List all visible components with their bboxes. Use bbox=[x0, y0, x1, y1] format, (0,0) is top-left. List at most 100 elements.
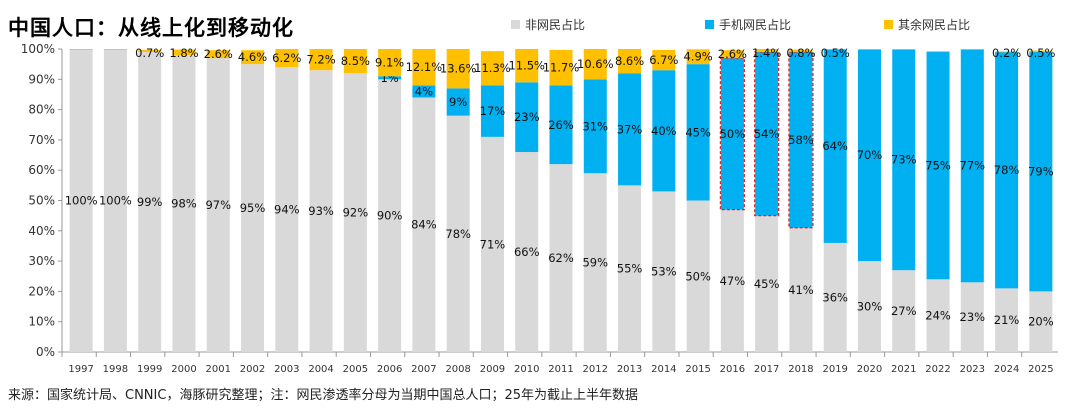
data-label: 17% bbox=[480, 104, 506, 118]
bar-segment-other bbox=[652, 49, 676, 71]
x-tick-label: 2015 bbox=[685, 364, 710, 375]
data-label: 20% bbox=[1028, 315, 1054, 329]
data-label: 78% bbox=[994, 163, 1020, 177]
bar-segment-mobile bbox=[652, 70, 676, 192]
x-tick-label: 2001 bbox=[206, 364, 231, 375]
data-label: 97% bbox=[205, 198, 231, 212]
bar-segment-other bbox=[1029, 50, 1053, 53]
bar-segment-mobile bbox=[857, 49, 881, 262]
bar-segment-other bbox=[995, 51, 1019, 53]
bar-segment-other bbox=[789, 49, 813, 53]
bar-segment-non-netizen bbox=[480, 136, 504, 352]
data-label: 64% bbox=[822, 139, 848, 153]
data-label: 55% bbox=[617, 262, 643, 276]
y-tick-label: 80% bbox=[28, 103, 55, 117]
legend-swatch bbox=[705, 20, 714, 29]
x-tick-label: 2016 bbox=[720, 364, 745, 375]
data-label: 66% bbox=[514, 245, 540, 259]
data-label: 9.1% bbox=[375, 56, 404, 70]
bar-segment-non-netizen bbox=[378, 79, 402, 353]
legend-label: 其余网民占比 bbox=[898, 18, 971, 32]
data-label: 1.4% bbox=[752, 46, 781, 60]
y-tick-label: 0% bbox=[36, 345, 55, 359]
data-label: 11.7% bbox=[543, 61, 580, 75]
chart-title: 中国人口：从线上化到移动化 bbox=[8, 16, 294, 40]
x-tick-label: 2021 bbox=[891, 364, 916, 375]
legend-swatch bbox=[511, 20, 520, 29]
bar-segment-non-netizen bbox=[446, 115, 470, 352]
data-label: 4% bbox=[415, 84, 433, 98]
bar-segment-other bbox=[309, 49, 333, 71]
y-tick-label: 30% bbox=[28, 254, 55, 268]
bar-segment-other bbox=[446, 49, 470, 89]
bar-segment-mobile bbox=[892, 49, 916, 271]
data-label: 92% bbox=[343, 206, 369, 220]
data-label: 0.5% bbox=[1026, 46, 1055, 60]
bar-segment-non-netizen bbox=[720, 209, 744, 352]
bar-segment-non-netizen bbox=[1029, 291, 1053, 352]
data-label: 98% bbox=[171, 197, 197, 211]
data-label: 99% bbox=[137, 195, 163, 209]
data-label: 24% bbox=[925, 309, 951, 323]
x-tick-label: 2007 bbox=[411, 364, 436, 375]
bar-segment-non-netizen bbox=[583, 173, 607, 352]
data-label: 6.2% bbox=[272, 51, 301, 65]
data-label: 90% bbox=[377, 209, 403, 223]
x-tick-label: 2011 bbox=[548, 364, 573, 375]
bar-segment-other bbox=[583, 49, 607, 80]
data-label: 100% bbox=[65, 194, 98, 208]
x-tick-label: 2025 bbox=[1028, 364, 1053, 375]
data-label: 6.7% bbox=[649, 53, 678, 67]
data-label: 70% bbox=[857, 148, 883, 162]
data-label: 8.6% bbox=[615, 54, 644, 68]
data-label: 2.6% bbox=[204, 47, 233, 61]
bar-segment-mobile bbox=[1029, 52, 1053, 292]
data-label: 0.5% bbox=[821, 46, 850, 60]
legend-item-mobile-netizen: 手机网民占比 bbox=[705, 16, 791, 33]
bar-segment-other bbox=[378, 49, 402, 77]
data-label: 9% bbox=[449, 95, 467, 109]
data-label: 23% bbox=[960, 310, 986, 324]
data-label: 41% bbox=[788, 283, 814, 297]
data-label: 23% bbox=[514, 110, 540, 124]
x-tick-label: 1999 bbox=[137, 364, 162, 375]
data-label: 54% bbox=[754, 127, 780, 141]
bar-segment-mobile bbox=[412, 85, 436, 98]
data-label: 30% bbox=[857, 300, 883, 314]
bar-segment-non-netizen bbox=[138, 52, 162, 352]
x-tick-label: 2023 bbox=[960, 364, 985, 375]
bar-segment-non-netizen bbox=[755, 215, 779, 352]
data-label: 27% bbox=[891, 304, 917, 318]
bar-segment-non-netizen bbox=[892, 270, 916, 352]
data-label: 77% bbox=[960, 159, 986, 173]
bar-segment-other bbox=[412, 49, 436, 86]
bar-segment-mobile bbox=[995, 52, 1019, 289]
bar-segment-non-netizen bbox=[686, 200, 710, 352]
y-tick-label: 60% bbox=[28, 163, 55, 177]
x-tick-label: 2012 bbox=[583, 364, 608, 375]
bar-segment-other bbox=[960, 49, 984, 50]
data-label: 75% bbox=[925, 159, 951, 173]
bar-segment-other bbox=[755, 49, 779, 53]
data-label: 73% bbox=[891, 153, 917, 167]
data-label: 45% bbox=[685, 125, 711, 139]
bar-segment-mobile bbox=[755, 52, 779, 216]
bar-segment-mobile bbox=[480, 85, 504, 137]
data-label: 31% bbox=[582, 119, 608, 133]
data-label: 53% bbox=[651, 265, 677, 279]
bar-segment-other bbox=[206, 50, 230, 59]
y-tick-label: 100% bbox=[21, 42, 55, 56]
bar-segment-non-netizen bbox=[309, 70, 333, 353]
y-tick-label: 90% bbox=[28, 72, 55, 86]
data-label: 71% bbox=[480, 237, 506, 251]
bar-segment-non-netizen bbox=[103, 49, 127, 352]
y-tick-label: 20% bbox=[28, 284, 55, 298]
bar-segment-mobile bbox=[583, 79, 607, 174]
data-label: 50% bbox=[720, 127, 746, 141]
bar-segment-other bbox=[241, 50, 265, 65]
data-label: 79% bbox=[1028, 165, 1054, 179]
y-tick-label: 40% bbox=[28, 224, 55, 238]
data-label: 0.8% bbox=[786, 46, 815, 60]
legend-item-non-netizen: 非网民占比 bbox=[511, 16, 585, 33]
data-label: 47% bbox=[720, 274, 746, 288]
